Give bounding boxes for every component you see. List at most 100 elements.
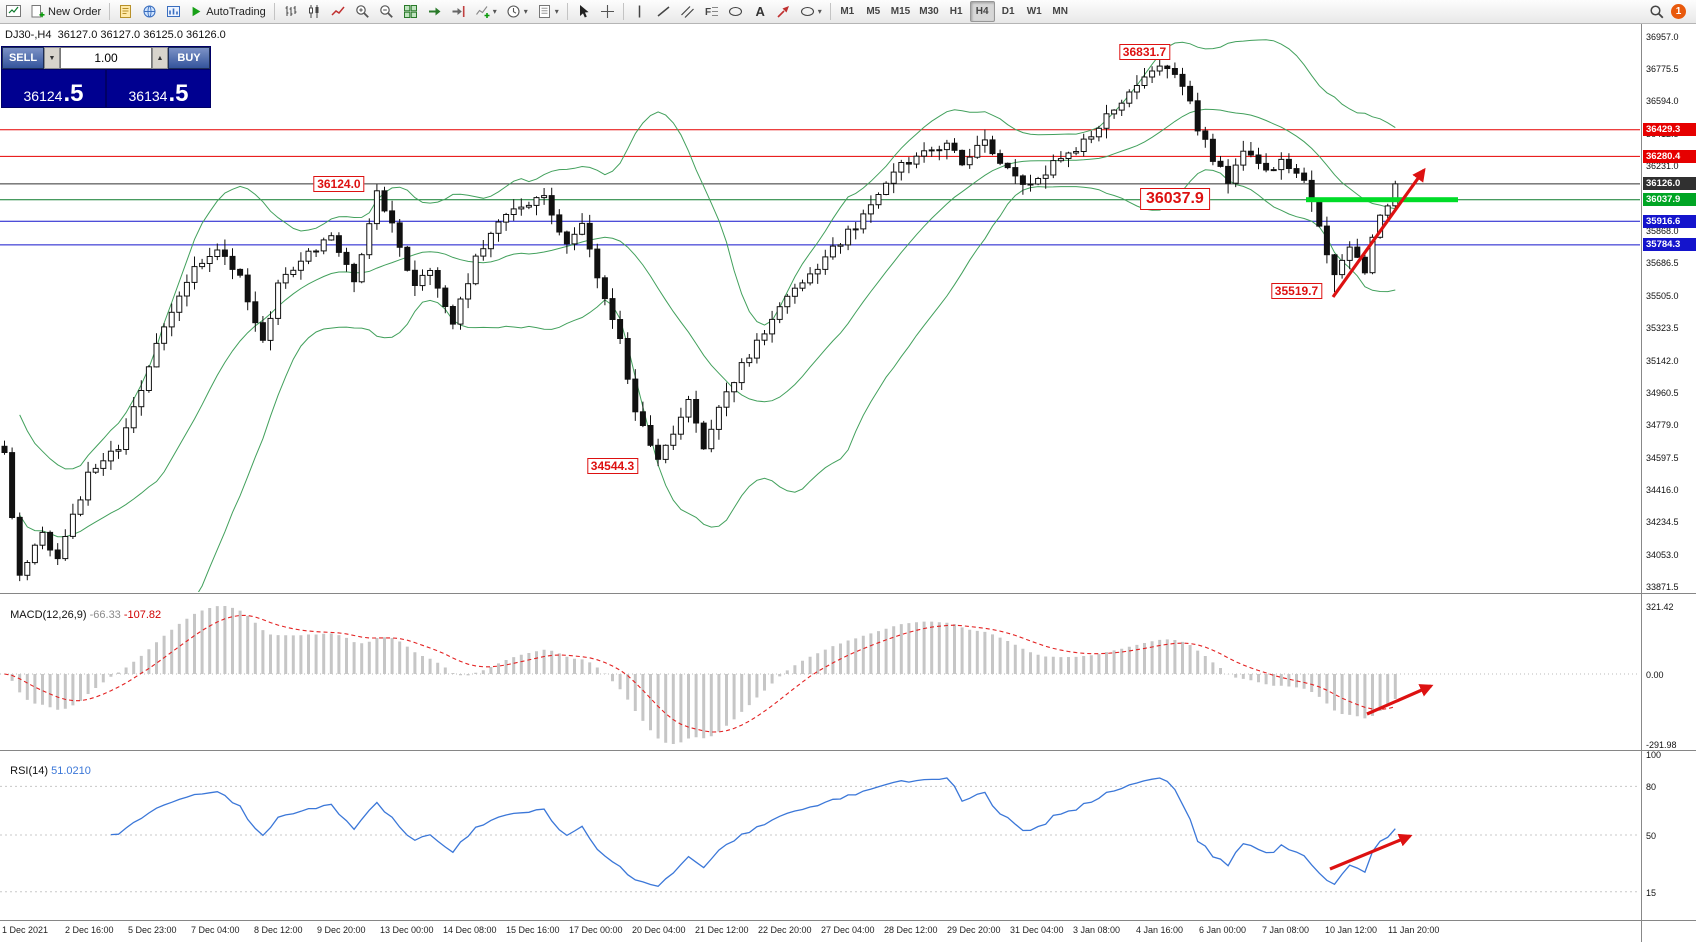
timeframe-m1[interactable]: M1 xyxy=(835,1,860,22)
cursor-button[interactable] xyxy=(572,1,595,22)
pane-separator xyxy=(0,920,1696,921)
tile-windows-button[interactable] xyxy=(399,1,422,22)
chevron-down-icon: ▾ xyxy=(817,7,822,16)
time-label: 15 Dec 16:00 xyxy=(506,925,560,935)
chart-symbol-info: DJ30-,H4 36127.0 36127.0 36125.0 36126.0 xyxy=(5,29,226,41)
buy-button[interactable]: BUY xyxy=(168,47,210,69)
drawing-tools-menu[interactable]: ▾ xyxy=(796,1,826,22)
shapes-icon xyxy=(800,4,815,19)
bid-price-main: 36124 xyxy=(23,87,63,104)
ask-price-big: .5 xyxy=(168,79,189,107)
chevron-down-icon: ▾ xyxy=(523,7,528,16)
indicators-menu[interactable]: ▾ xyxy=(471,1,501,22)
search-icon xyxy=(1649,4,1664,19)
timeframe-h1[interactable]: H1 xyxy=(944,1,969,22)
trade-panel-controls: SELL ▼ ▲ BUY xyxy=(2,47,210,69)
time-label: 31 Dec 04:00 xyxy=(1010,925,1064,935)
pane-separator xyxy=(0,750,1696,751)
chevron-down-icon: ▾ xyxy=(492,7,497,16)
timeframe-m15-label: M15 xyxy=(890,6,911,17)
bar-chart-button[interactable] xyxy=(279,1,302,22)
zoom-out-button[interactable] xyxy=(375,1,398,22)
scripts-button[interactable] xyxy=(114,1,137,22)
timeframe-m15[interactable]: M15 xyxy=(887,1,914,22)
fibonacci-button[interactable]: F xyxy=(700,1,723,22)
time-label: 3 Jan 08:00 xyxy=(1073,925,1121,935)
chart-shift-button[interactable] xyxy=(447,1,470,22)
macd-axis-label: 0.00 xyxy=(1646,670,1664,680)
periods-menu[interactable]: ▾ xyxy=(502,1,532,22)
one-click-trading-panel: SELL ▼ ▲ BUY 36124.5 36134.5 xyxy=(1,46,211,108)
tile-windows-icon xyxy=(403,4,418,19)
shapes-button[interactable] xyxy=(724,1,747,22)
new-order-button-label: New Order xyxy=(48,5,102,18)
search-button[interactable] xyxy=(1645,1,1668,22)
auto-scroll-button[interactable] xyxy=(423,1,446,22)
trade-panel-prices: 36124.5 36134.5 xyxy=(2,70,210,107)
globe-icon xyxy=(142,4,157,19)
sell-button[interactable]: SELL xyxy=(2,47,44,69)
rsi-axis-label: 80 xyxy=(1646,782,1657,793)
time-label: 7 Jan 08:00 xyxy=(1262,925,1310,935)
y-axis-label: 34597.5 xyxy=(1646,452,1679,463)
time-label: 13 Dec 00:00 xyxy=(380,925,434,935)
line-chart-icon xyxy=(331,4,346,19)
y-axis-label: 35505.0 xyxy=(1646,290,1679,301)
zoom-in-button[interactable] xyxy=(351,1,374,22)
crosshair-button[interactable] xyxy=(596,1,619,22)
templates-menu[interactable]: ▾ xyxy=(533,1,563,22)
macd-label: MACD(12,26,9) -66.33 -107.82 xyxy=(4,597,161,621)
triangle-up-icon: ▲ xyxy=(156,54,164,62)
timeframe-h4-label: H4 xyxy=(975,6,989,17)
line-chart-button[interactable] xyxy=(327,1,350,22)
timeframe-d1[interactable]: D1 xyxy=(996,1,1021,22)
y-axis-label: 34416.0 xyxy=(1646,485,1679,495)
arrows-button[interactable] xyxy=(772,1,795,22)
channel-button[interactable] xyxy=(676,1,699,22)
timeframe-m5[interactable]: M5 xyxy=(861,1,886,22)
y-axis-label: 34234.5 xyxy=(1646,517,1679,528)
trendline-button[interactable] xyxy=(652,1,675,22)
timeframe-mn-label: MN xyxy=(1052,6,1068,17)
y-axis-label: 34053.0 xyxy=(1646,549,1679,560)
timeframe-w1[interactable]: W1 xyxy=(1022,1,1047,22)
rsi-value: 51.0210 xyxy=(51,765,91,777)
scripts-icon xyxy=(118,4,133,19)
chart-window-button[interactable] xyxy=(162,1,185,22)
timeframe-m30[interactable]: M30 xyxy=(915,1,942,22)
zoom-out-icon xyxy=(379,4,394,19)
timeframe-m30-label: M30 xyxy=(919,6,939,17)
time-label: 8 Dec 12:00 xyxy=(254,925,303,935)
vertical-line-button[interactable] xyxy=(628,1,651,22)
chevron-down-icon: ▾ xyxy=(554,7,559,16)
y-axis-label: 34960.5 xyxy=(1646,387,1679,398)
new-order-button[interactable]: New Order xyxy=(26,1,105,22)
notification-badge[interactable]: 1 xyxy=(1671,4,1686,19)
y-axis-label: 36775.5 xyxy=(1646,64,1679,75)
macd-axis-label: -291.98 xyxy=(1646,740,1677,750)
volume-increase-button[interactable]: ▲ xyxy=(152,47,168,69)
marketwatch-button[interactable] xyxy=(138,1,161,22)
price-axis[interactable]: 36957.036775.536594.036412.536231.036049… xyxy=(1641,24,1696,942)
y-axis-label: 35323.5 xyxy=(1646,323,1679,334)
y-axis-label: 34779.0 xyxy=(1646,420,1679,431)
timeframe-h4[interactable]: H4 xyxy=(969,1,995,22)
rsi-name: RSI(14) xyxy=(10,765,52,777)
autotrading-button[interactable]: AutoTrading xyxy=(186,1,270,22)
time-axis[interactable]: 1 Dec 2021 2 Dec 16:00 5 Dec 23:00 7 Dec 04… xyxy=(0,921,1640,942)
crosshair-icon xyxy=(600,4,615,19)
text-button[interactable]: A xyxy=(748,1,771,22)
time-label: 7 Dec 04:00 xyxy=(191,925,240,935)
volume-decrease-button[interactable]: ▼ xyxy=(44,47,60,69)
time-label: 29 Dec 20:00 xyxy=(947,925,1001,935)
rsi-axis-label: 100 xyxy=(1646,750,1662,760)
timeframe-mn[interactable]: MN xyxy=(1048,1,1073,22)
volume-input[interactable] xyxy=(60,47,152,69)
y-axis-label: 36231.0 xyxy=(1646,161,1679,172)
bid-price[interactable]: 36124.5 xyxy=(2,70,105,107)
candlestick-chart-button[interactable] xyxy=(303,1,326,22)
new-chart-button[interactable] xyxy=(2,1,25,22)
price-tag: 36280.4 xyxy=(1643,149,1696,163)
ask-price[interactable]: 36134.5 xyxy=(107,70,210,107)
